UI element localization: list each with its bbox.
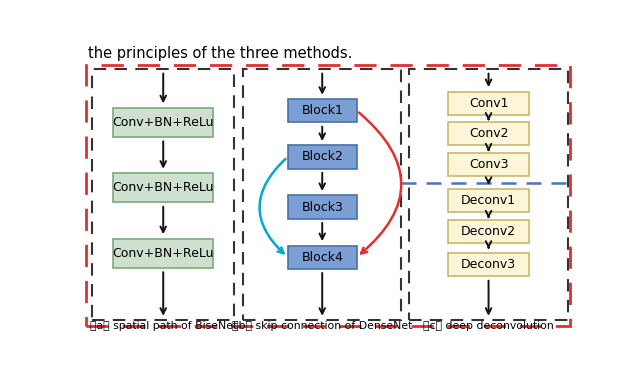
Text: Conv3: Conv3	[468, 158, 508, 171]
Text: Conv+BN+ReLu: Conv+BN+ReLu	[113, 247, 214, 260]
Text: Block1: Block1	[301, 104, 343, 117]
Text: （b） skip connection of DenseNet: （b） skip connection of DenseNet	[232, 321, 412, 331]
FancyBboxPatch shape	[287, 146, 357, 169]
Text: Deconv2: Deconv2	[461, 225, 516, 238]
FancyBboxPatch shape	[287, 245, 357, 269]
Text: Block3: Block3	[301, 200, 343, 214]
FancyBboxPatch shape	[287, 195, 357, 218]
Text: Conv1: Conv1	[468, 96, 508, 109]
FancyBboxPatch shape	[287, 99, 357, 122]
Text: （c） deep deconvolution: （c） deep deconvolution	[423, 321, 554, 331]
FancyBboxPatch shape	[113, 173, 213, 202]
FancyBboxPatch shape	[448, 253, 529, 276]
FancyBboxPatch shape	[113, 238, 213, 268]
FancyBboxPatch shape	[448, 153, 529, 176]
Text: （a） spatial path of BiseNet: （a） spatial path of BiseNet	[90, 321, 237, 331]
FancyBboxPatch shape	[448, 220, 529, 243]
FancyBboxPatch shape	[113, 108, 213, 137]
Text: Conv+BN+ReLu: Conv+BN+ReLu	[113, 181, 214, 194]
Text: Conv+BN+ReLu: Conv+BN+ReLu	[113, 116, 214, 129]
FancyBboxPatch shape	[448, 189, 529, 212]
Text: Block2: Block2	[301, 151, 343, 164]
Text: Block4: Block4	[301, 251, 343, 263]
FancyBboxPatch shape	[448, 91, 529, 114]
Text: the principles of the three methods.: the principles of the three methods.	[88, 46, 352, 61]
FancyBboxPatch shape	[448, 122, 529, 146]
Text: Conv2: Conv2	[468, 127, 508, 141]
Text: Deconv3: Deconv3	[461, 258, 516, 271]
Text: Deconv1: Deconv1	[461, 194, 516, 207]
